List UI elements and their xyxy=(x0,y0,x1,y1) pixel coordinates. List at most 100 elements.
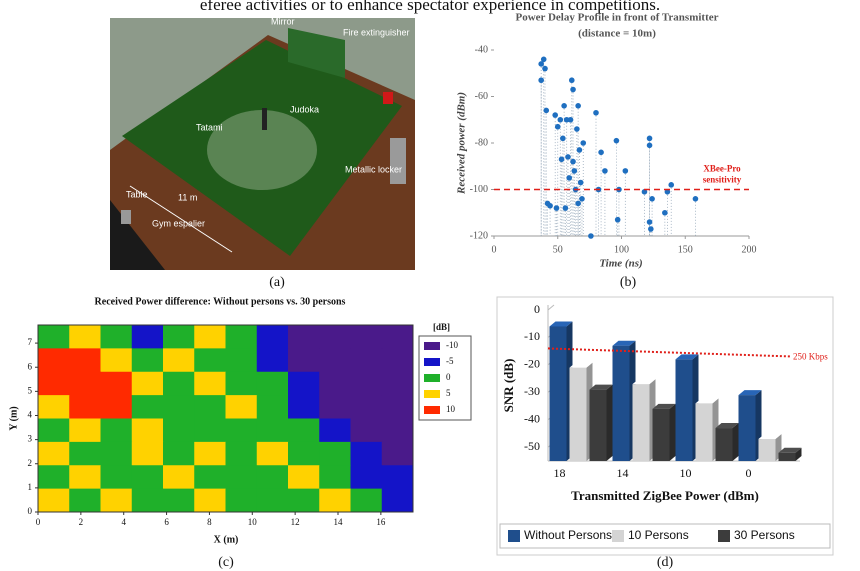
x-tick-label: 150 xyxy=(678,244,693,255)
y-tick-label: -60 xyxy=(475,91,488,102)
y-tick-label: 5 xyxy=(28,385,33,395)
heat-cell xyxy=(226,348,258,372)
chart-title: Power Delay Profile in front of Transmit… xyxy=(515,12,718,24)
point xyxy=(547,203,553,209)
legend-swatch xyxy=(424,374,440,382)
heat-cell xyxy=(69,465,101,489)
heat-cell xyxy=(351,465,383,489)
heat-cell xyxy=(132,325,164,349)
heat-cell xyxy=(226,465,258,489)
point xyxy=(570,87,576,93)
heat-cell xyxy=(382,348,414,372)
threshold-line xyxy=(548,348,790,356)
heat-cell xyxy=(319,395,351,419)
y-tick-label: -120 xyxy=(470,230,488,241)
point xyxy=(647,136,653,142)
heat-cell xyxy=(319,419,351,443)
y-tick-label: 3 xyxy=(28,434,33,444)
x-axis-label: Time (ns) xyxy=(599,258,642,270)
y-axis-label: Y (m) xyxy=(8,406,19,430)
y-tick-label: 2 xyxy=(28,458,33,468)
point xyxy=(578,180,584,186)
y-axis-label: Received power (dBm) xyxy=(456,92,468,195)
heat-cell xyxy=(163,442,195,466)
x-tick-label: 10 xyxy=(248,517,258,527)
x-axis-label: X (m) xyxy=(214,534,239,545)
point xyxy=(538,77,544,83)
heat-cell xyxy=(226,395,258,419)
legend-label: 10 xyxy=(446,404,456,414)
heat-cell xyxy=(226,442,258,466)
x-tick-label: 0 xyxy=(36,517,41,527)
heat-cell xyxy=(163,395,195,419)
heat-cell xyxy=(69,442,101,466)
point xyxy=(568,117,574,123)
heat-cell xyxy=(319,372,351,396)
heat-cell xyxy=(38,395,70,419)
heat-cell xyxy=(226,419,258,443)
table xyxy=(121,210,131,224)
legend-label: 30 Persons xyxy=(734,528,795,542)
point xyxy=(543,108,549,114)
heat-cell xyxy=(69,489,101,513)
legend-swatch xyxy=(718,530,730,542)
heat-cell xyxy=(194,489,226,513)
threshold-label: XBee-Pro xyxy=(703,164,741,174)
point xyxy=(593,110,599,116)
x-tick-label: 200 xyxy=(742,244,757,255)
bar xyxy=(779,453,796,461)
heat-cell xyxy=(382,395,414,419)
heat-cell xyxy=(38,372,70,396)
heat-cell xyxy=(194,442,226,466)
heat-cell xyxy=(38,325,70,349)
x-tick-label: 0 xyxy=(746,466,752,480)
heat-cell xyxy=(288,489,320,513)
heat-cell xyxy=(351,442,383,466)
x-tick-label: 14 xyxy=(334,517,344,527)
legend-title: [dB] xyxy=(433,322,450,332)
bar xyxy=(613,346,630,461)
figure: eferee activities or to enhance spectato… xyxy=(0,0,860,571)
caption: (b) xyxy=(620,275,637,290)
legend-swatch xyxy=(508,530,520,542)
heat-cell xyxy=(132,442,164,466)
threshold-label: sensitivity xyxy=(703,175,742,185)
caption: (a) xyxy=(269,275,285,290)
heat-cell xyxy=(382,372,414,396)
heat-cell xyxy=(351,489,383,513)
x-tick-label: 6 xyxy=(164,517,169,527)
heat-cell xyxy=(257,419,289,443)
heat-cell xyxy=(163,419,195,443)
legend-label: -5 xyxy=(446,356,454,366)
point xyxy=(648,226,654,232)
heat-cell xyxy=(132,419,164,443)
heat-cell xyxy=(163,348,195,372)
bar xyxy=(696,403,713,461)
point xyxy=(602,168,608,174)
x-tick-label: 50 xyxy=(553,244,563,255)
heat-cell xyxy=(382,442,414,466)
point xyxy=(560,136,566,142)
point xyxy=(574,126,580,132)
y-tick-label: -20 xyxy=(524,357,540,371)
point xyxy=(572,168,578,174)
x-tick-label: 14 xyxy=(617,466,629,480)
point xyxy=(647,143,653,149)
bar xyxy=(676,359,693,461)
heat-cell xyxy=(382,419,414,443)
legend-swatch xyxy=(424,342,440,350)
heat-cell xyxy=(319,489,351,513)
heat-cell xyxy=(101,395,133,419)
heat-cell xyxy=(288,325,320,349)
y-tick-label: -30 xyxy=(524,384,540,398)
point xyxy=(575,103,581,109)
y-tick-label: 7 xyxy=(28,337,33,347)
legend-label: 0 xyxy=(446,372,451,382)
point xyxy=(554,205,560,211)
heat-cell xyxy=(226,489,258,513)
heat-cell xyxy=(38,465,70,489)
heat-cell xyxy=(288,419,320,443)
x-axis-label: Transmitted ZigBee Power (dBm) xyxy=(571,488,759,503)
x-tick-label: 16 xyxy=(376,517,386,527)
heat-cell xyxy=(69,419,101,443)
